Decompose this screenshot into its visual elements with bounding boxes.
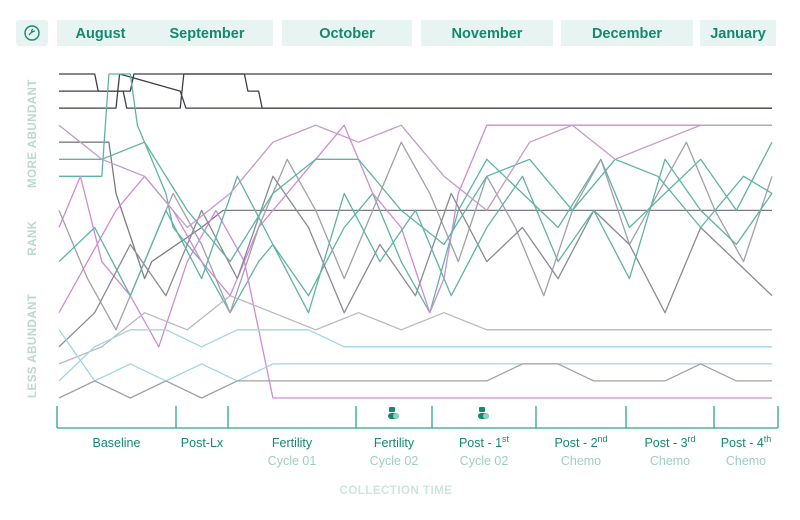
phase-label: Post - 1st (459, 434, 510, 450)
phase-8: Post - 4th Chemo (721, 434, 772, 468)
phase-label: Post - 3rd (644, 434, 695, 450)
pill-icon (388, 407, 399, 419)
phase-bracket-line (56, 406, 779, 429)
series-line-11 (58, 295, 772, 365)
phase-5: Post - 1st Cycle 02 (459, 407, 510, 468)
phase-sublabel: Chemo (561, 454, 601, 468)
phase-label: Fertility (374, 436, 415, 450)
series-line-12 (58, 329, 772, 382)
month-box (700, 20, 776, 46)
phase-label: Post - 4th (721, 434, 772, 450)
phase-label-sup: nd (598, 434, 608, 444)
ylabel-more-abundant: MORE ABUNDANT (27, 79, 39, 188)
month-box (282, 20, 412, 46)
phase-label-sup: th (764, 434, 772, 444)
month-label: December (592, 26, 662, 42)
series-line-10 (58, 158, 773, 314)
month-december[interactable]: December (561, 20, 693, 46)
month-box (57, 20, 144, 46)
seedling-circle-icon[interactable] (16, 20, 48, 46)
series-line-7 (58, 124, 772, 314)
series-line-3 (59, 73, 772, 109)
series-line-9 (58, 175, 773, 348)
pill-icon (478, 407, 489, 419)
phase-sublabel: Cycle 02 (370, 454, 419, 468)
series-line-14 (58, 363, 772, 399)
month-label: November (452, 26, 523, 42)
series-line-13 (58, 329, 772, 382)
series-line-2 (59, 73, 772, 109)
phase-label-sup: st (502, 434, 510, 444)
series-line-16 (58, 124, 772, 229)
month-august[interactable]: August (57, 20, 144, 46)
month-header: August September October November December Ja… (57, 20, 776, 46)
phase-3: Fertility Cycle 01 (268, 436, 317, 468)
phase-label: Fertility (272, 436, 313, 450)
phase-6: Post - 2nd Chemo (554, 434, 607, 468)
month-label: January (710, 26, 766, 42)
plot-area (58, 73, 773, 399)
month-october[interactable]: October (282, 20, 412, 46)
phase-2: Post-Lx (181, 436, 224, 450)
series-line-1 (59, 73, 772, 92)
phase-sublabel: Cycle 02 (460, 454, 509, 468)
phase-label-sup: rd (688, 434, 696, 444)
ylabel-rank: RANK (27, 220, 39, 255)
series-line-8 (58, 141, 773, 331)
month-box (421, 20, 553, 46)
phase-7: Post - 3rd Chemo (644, 434, 695, 468)
phase-sublabel: Chemo (650, 454, 690, 468)
series-line-5 (59, 73, 773, 314)
month-label: October (319, 26, 375, 42)
month-september[interactable]: September (141, 20, 273, 46)
series-line-15 (59, 141, 773, 263)
month-january[interactable]: January (700, 20, 776, 46)
xlabel: COLLECTION TIME (340, 485, 453, 497)
phase-sublabel: Chemo (726, 454, 766, 468)
phase-label: Post - 2nd (554, 434, 607, 450)
ylabel-less-abundant: LESS ABUNDANT (27, 294, 39, 398)
month-label: August (76, 26, 126, 42)
phase-sublabel: Cycle 01 (268, 454, 317, 468)
phase-label: Post-Lx (181, 436, 224, 450)
month-box (141, 20, 273, 46)
month-label: September (170, 26, 245, 42)
month-november[interactable]: November (421, 20, 553, 46)
month-box (561, 20, 693, 46)
series-line-6 (58, 175, 772, 399)
phase-1: Baseline (93, 436, 141, 450)
phase-4: Fertility Cycle 02 (370, 407, 419, 468)
phase-label: Baseline (93, 436, 141, 450)
